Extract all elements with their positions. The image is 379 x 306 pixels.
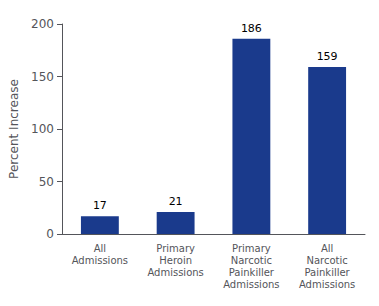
svg-text:All: All: [321, 243, 333, 254]
svg-text:100: 100: [31, 122, 54, 136]
svg-text:Admissions: Admissions: [223, 279, 279, 290]
svg-text:Primary: Primary: [232, 243, 271, 254]
svg-text:0: 0: [46, 227, 54, 241]
svg-text:Painkiller: Painkiller: [229, 267, 275, 278]
svg-text:Admissions: Admissions: [299, 279, 355, 290]
svg-text:Percent Increase: Percent Increase: [7, 79, 21, 179]
svg-text:200: 200: [31, 17, 54, 31]
svg-text:50: 50: [39, 175, 54, 189]
svg-text:17: 17: [93, 199, 107, 212]
svg-text:Narcotic: Narcotic: [231, 255, 272, 266]
svg-text:150: 150: [31, 70, 54, 84]
svg-text:Heroin: Heroin: [159, 255, 192, 266]
svg-text:Admissions: Admissions: [147, 267, 203, 278]
svg-text:All: All: [94, 243, 106, 254]
svg-text:Admissions: Admissions: [72, 255, 128, 266]
svg-text:Painkiller: Painkiller: [305, 267, 351, 278]
svg-text:Primary: Primary: [156, 243, 195, 254]
svg-text:21: 21: [169, 195, 183, 208]
svg-text:159: 159: [317, 50, 338, 63]
svg-text:Narcotic: Narcotic: [306, 255, 347, 266]
svg-text:186: 186: [241, 22, 262, 35]
